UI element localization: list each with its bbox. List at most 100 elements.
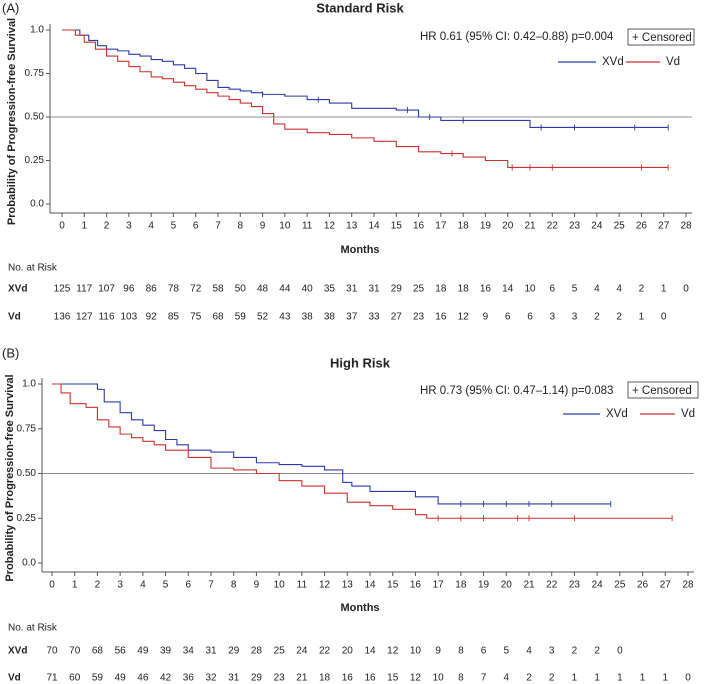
risk-count: 42 (160, 673, 172, 684)
risk-count: 38 (324, 312, 336, 323)
risk-count: 36 (183, 673, 195, 684)
risk-count: 4 (526, 646, 532, 657)
risk-count: 96 (123, 284, 135, 295)
annotation: HR 0.73 (95% CI: 0.47–1.14) p=0.083 (420, 385, 613, 397)
legend-label: Vd (666, 56, 680, 68)
risk-count: 0 (661, 312, 667, 323)
risk-count: 15 (387, 673, 399, 684)
legend-label: Vd (681, 408, 695, 420)
risk-count: 38 (302, 312, 314, 323)
x-tick-label: 17 (435, 221, 447, 232)
x-tick-label: 15 (387, 580, 399, 591)
risk-count: 29 (251, 673, 263, 684)
x-tick-label: 8 (231, 580, 237, 591)
risk-count: 3 (550, 312, 556, 323)
risk-count: 9 (435, 646, 441, 657)
x-tick-label: 20 (502, 221, 514, 232)
km-curve (62, 29, 669, 169)
risk-count: 7 (481, 673, 487, 684)
x-tick-label: 24 (591, 221, 603, 232)
x-tick-label: 10 (274, 580, 286, 591)
risk-count: 6 (481, 646, 487, 657)
risk-count: 37 (346, 312, 358, 323)
x-tick-label: 23 (569, 580, 581, 591)
x-tick-label: 11 (297, 580, 308, 591)
risk-count: 49 (115, 673, 127, 684)
x-tick-label: 19 (480, 221, 492, 232)
risk-count: 60 (69, 673, 81, 684)
risk-count: 1 (617, 673, 623, 684)
risk-count: 8 (458, 673, 464, 684)
risk-count: 92 (146, 312, 158, 323)
risk-count: 9 (483, 312, 489, 323)
x-tick-label: 10 (279, 221, 291, 232)
x-tick-label: 6 (193, 221, 199, 232)
x-tick-label: 13 (346, 221, 358, 232)
y-tick-label: 1.0 (30, 25, 44, 36)
x-tick-label: 23 (569, 221, 581, 232)
x-tick-label: 8 (238, 221, 244, 232)
risk-count: 6 (505, 312, 511, 323)
risk-count: 8 (458, 646, 464, 657)
risk-count: 31 (205, 646, 217, 657)
x-tick-label: 24 (592, 580, 604, 591)
y-tick-label: 0.50 (25, 112, 45, 123)
risk-count: 0 (685, 673, 691, 684)
risk-count: 6 (527, 312, 533, 323)
x-tick-label: 27 (658, 221, 670, 232)
risk-count: 28 (251, 646, 263, 657)
risk-count: 16 (435, 312, 447, 323)
x-tick-label: 0 (49, 580, 55, 591)
risk-count: 12 (387, 646, 399, 657)
km-curve (62, 29, 669, 128)
x-tick-label: 11 (302, 221, 313, 232)
risk-count: 25 (274, 646, 286, 657)
risk-count: 12 (410, 673, 422, 684)
risk-count: 1 (572, 673, 578, 684)
risk-count: 49 (137, 646, 149, 657)
risk-count: 1 (639, 312, 645, 323)
x-tick-label: 4 (140, 580, 146, 591)
risk-count: 4 (616, 284, 622, 295)
risk-count: 70 (69, 646, 81, 657)
risk-count: 1 (661, 284, 667, 295)
x-tick-label: 22 (547, 221, 559, 232)
risk-count: 52 (257, 312, 269, 323)
risk-count: 10 (524, 284, 536, 295)
risk-count: 31 (228, 673, 240, 684)
x-tick-label: 6 (186, 580, 192, 591)
risk-count: 12 (458, 312, 470, 323)
risk-count: 125 (54, 284, 71, 295)
risk-count: 2 (549, 673, 555, 684)
x-tick-label: 21 (523, 580, 535, 591)
risk-count: 6 (550, 284, 556, 295)
risk-count: 4 (594, 284, 600, 295)
risk-count: 10 (433, 673, 445, 684)
risk-count: 59 (235, 312, 247, 323)
y-axis-label: Probability of Progression-free Survival (6, 18, 18, 225)
x-tick-label: 13 (342, 580, 354, 591)
risk-count: 40 (302, 284, 314, 295)
risk-count: 72 (190, 284, 202, 295)
risk-count: 68 (92, 646, 104, 657)
x-tick-label: 19 (478, 580, 490, 591)
risk-count: 78 (168, 284, 180, 295)
risk-count: 48 (257, 284, 269, 295)
risk-count: 4 (504, 673, 510, 684)
panel-label: (B) (2, 345, 19, 360)
x-tick-label: 14 (364, 580, 376, 591)
risk-count: 20 (342, 646, 354, 657)
x-tick-label: 1 (82, 221, 88, 232)
risk-count: 85 (168, 312, 180, 323)
x-tick-label: 17 (433, 580, 445, 591)
risk-count: 24 (296, 646, 308, 657)
risk-count: 25 (413, 284, 425, 295)
x-tick-label: 7 (208, 580, 214, 591)
chart-title: High Risk (330, 355, 391, 370)
y-tick-label: 0.75 (17, 423, 37, 434)
y-tick-label: 1.0 (22, 379, 36, 390)
x-tick-label: 21 (524, 221, 536, 232)
risk-count: 50 (235, 284, 247, 295)
y-tick-label: 0.75 (25, 68, 45, 79)
